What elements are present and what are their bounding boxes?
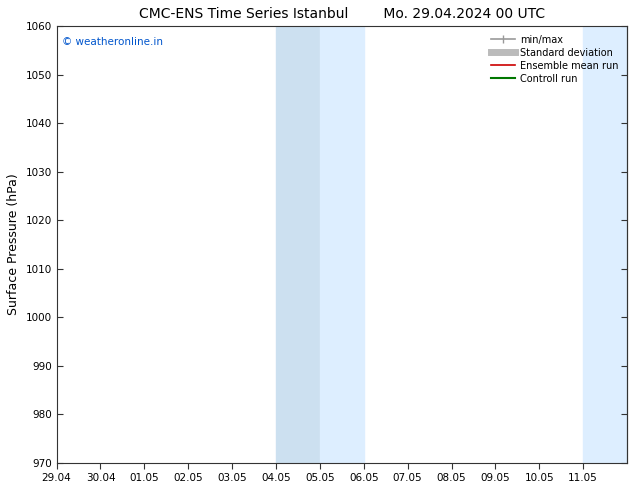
Legend: min/max, Standard deviation, Ensemble mean run, Controll run: min/max, Standard deviation, Ensemble me…: [487, 31, 622, 88]
Text: © weatheronline.in: © weatheronline.in: [62, 37, 164, 47]
Bar: [320, 26, 364, 463]
Y-axis label: Surface Pressure (hPa): Surface Pressure (hPa): [7, 173, 20, 316]
Bar: [276, 26, 320, 463]
Bar: [583, 26, 627, 463]
Title: CMC-ENS Time Series Istanbul        Mo. 29.04.2024 00 UTC: CMC-ENS Time Series Istanbul Mo. 29.04.2…: [139, 7, 545, 21]
